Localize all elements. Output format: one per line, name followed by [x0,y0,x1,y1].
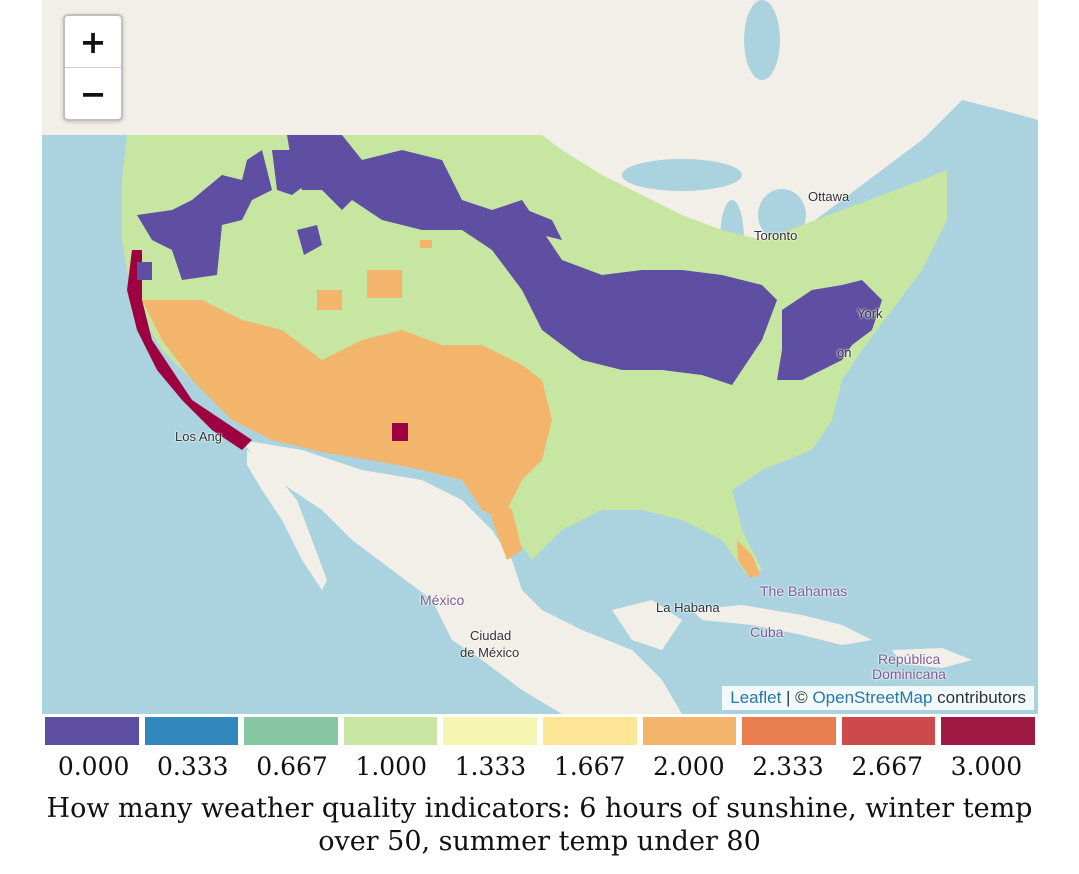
us-purple-northeast [777,280,882,380]
place-label-cuba: Cuba [750,624,784,640]
yucatan-land [612,600,682,650]
lake-superior [622,159,742,191]
map-caption: How many weather quality indicators: 6 h… [20,792,1059,858]
map-viewport[interactable]: + − Ottawa Toronto York on Los Ang Méxic… [42,0,1038,714]
color-legend [44,716,1036,746]
legend-tick-label: 2.000 [653,752,725,781]
legend-swatch [243,716,339,746]
leaflet-link[interactable]: Leaflet [730,688,782,707]
attribution-contributors: contributors [932,688,1026,707]
us-purple-north [287,135,777,385]
baja-land [247,450,327,590]
legend-swatch [342,716,439,746]
place-label-on: on [837,345,852,360]
lake-winnipeg [744,0,780,80]
cuba-land [692,605,872,645]
us-purple-michigan [527,210,562,240]
hispaniola-land [892,648,972,668]
place-label-york: York [857,306,883,321]
caption-line-1: How many weather quality indicators: 6 h… [46,793,1033,824]
us-purple-idaho [272,150,312,195]
legend-tick-label: 2.667 [851,752,924,781]
zoom-in-button[interactable]: + [79,22,107,61]
place-label-ottawa: Ottawa [808,189,850,204]
us-orange-southwest [142,300,552,520]
legend-tick-label: 1.000 [355,752,427,781]
us-orange-patch-2 [317,290,342,310]
place-label-bahamas: The Bahamas [760,583,848,599]
us-orange-patch-1 [367,270,402,298]
legend-swatch [541,716,638,746]
legend-tick-label: 0.000 [57,752,130,781]
us-red-arizona [392,423,408,441]
legend-swatch [442,716,538,746]
caption-line-2: over 50, summer temp under 80 [318,826,761,857]
legend-swatch [44,716,140,746]
legend-tick-label: 1.667 [553,752,626,781]
us-orange-florida [737,540,760,578]
legend-tick-label: 1.333 [454,752,527,781]
legend-swatch [143,716,240,746]
legend-tick-label: 0.333 [157,752,229,781]
legend-ticks: 0.000 0.333 0.667 1.000 1.333 1.667 2.000 2.333… [44,752,1036,781]
map-basemap [42,0,1038,714]
attribution-separator: | © [781,688,813,707]
place-label-republica: República [878,651,941,667]
place-label-los-angeles: Los Ang [175,429,222,444]
openstreetmap-link[interactable]: OpenStreetMap [812,688,933,707]
zoom-control: + − [63,14,123,121]
us-orange-texas-south [482,480,522,560]
us-purple-montana [297,225,322,255]
place-label-mexico: México [420,592,465,608]
us-green-region [122,135,947,575]
legend-swatch [840,716,937,746]
zoom-out-button[interactable]: − [65,67,121,119]
legend-tick-label: 3.000 [950,752,1023,781]
us-orange-patch-3 [420,240,432,248]
legend-swatch [641,716,738,746]
place-label-la-habana: La Habana [656,600,720,615]
us-purple-northwest [137,150,272,280]
place-label-de-mexico: de México [460,645,520,660]
mexico-land [242,440,682,714]
legend-tick-label: 2.333 [752,752,824,781]
map-attribution: Leaflet | © OpenStreetMap contributors [722,686,1034,710]
legend-swatch [741,716,837,746]
place-label-ciudad: Ciudad [470,628,512,643]
legend-swatch [940,716,1036,746]
place-label-toronto: Toronto [754,228,798,243]
legend-tick-label: 0.667 [256,752,328,781]
us-purple-nevada [137,262,152,280]
place-label-dominicana: Dominicana [872,666,946,682]
